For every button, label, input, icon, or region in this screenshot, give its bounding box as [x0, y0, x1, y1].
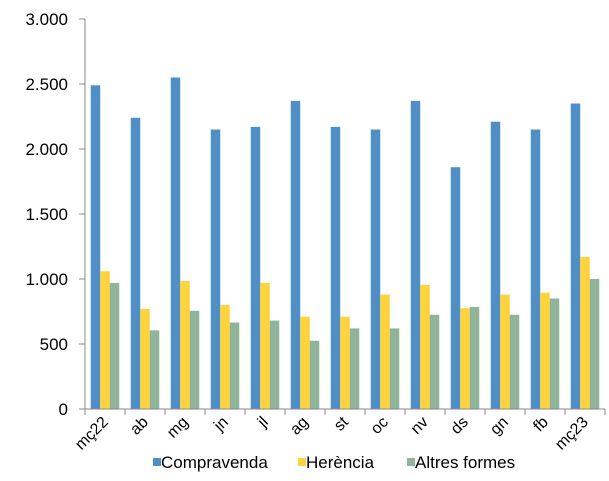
x-tick-label: jl: [254, 414, 272, 432]
bar-compravenda-11: [530, 129, 541, 409]
bar-compravenda-12: [570, 103, 581, 409]
x-tick-label: oc: [368, 414, 392, 438]
x-tick-label: ag: [287, 414, 312, 439]
x-tick-label: st: [331, 413, 352, 434]
bar-her-ncia-9: [460, 308, 470, 409]
bar-altres-formes-12: [589, 279, 600, 409]
x-tick-label: jn: [210, 414, 232, 436]
axes: [84, 19, 606, 415]
bar-altres-formes-8: [429, 314, 440, 409]
bar-altres-formes-10: [509, 314, 520, 409]
bar-compravenda-1: [130, 117, 141, 410]
bar-compravenda-6: [330, 126, 341, 410]
x-tick-label: mç23: [552, 414, 592, 454]
legend-swatch-2: [407, 458, 415, 466]
bar-altres-formes-1: [149, 330, 160, 409]
x-tick-label: nv: [408, 414, 432, 438]
bar-altres-formes-3: [229, 322, 240, 409]
y-tick-label: 0: [59, 400, 68, 419]
bar-her-ncia-12: [580, 256, 590, 409]
legend-label-0: Compravenda: [161, 453, 268, 472]
bar-altres-formes-2: [189, 310, 200, 409]
y-tick-label: 500: [40, 335, 68, 354]
bar-her-ncia-2: [180, 280, 190, 409]
legend-label-1: Herència: [306, 453, 375, 472]
bar-her-ncia-11: [540, 292, 550, 409]
bar-compravenda-4: [250, 126, 261, 410]
y-axis-ticks: 0 500 1.000 1.500 2.000 2.500 3.000: [25, 10, 85, 419]
bar-her-ncia-6: [340, 316, 350, 409]
bar-her-ncia-4: [260, 282, 270, 409]
y-tick-label: 1.500: [25, 205, 68, 224]
bar-her-ncia-7: [380, 294, 390, 409]
bar-her-ncia-3: [220, 305, 230, 409]
bar-compravenda-9: [450, 167, 461, 409]
bar-her-ncia-10: [500, 294, 510, 409]
y-tick-label: 2.000: [25, 140, 68, 159]
bar-compravenda-7: [370, 129, 381, 409]
bar-compravenda-5: [290, 100, 301, 410]
bar-altres-formes-9: [469, 306, 480, 409]
bar-altres-formes-5: [309, 340, 320, 409]
legend-label-2: Altres formes: [415, 453, 515, 472]
bar-altres-formes-11: [549, 298, 560, 409]
y-tick-label: 2.500: [25, 75, 68, 94]
x-tick-label: fb: [530, 414, 552, 436]
y-tick-label: 3.000: [25, 10, 68, 29]
x-tick-label: ds: [448, 414, 472, 438]
bar-compravenda-2: [170, 77, 181, 409]
legend-swatch-1: [298, 458, 306, 466]
bar-altres-formes-7: [389, 328, 400, 409]
bar-her-ncia-1: [140, 308, 150, 409]
bar-compravenda-10: [490, 121, 501, 409]
bar-altres-formes-4: [269, 320, 280, 409]
x-tick-label: mç22: [72, 414, 112, 454]
bars: [90, 77, 600, 410]
legend: Compravenda Herència Altres formes: [153, 453, 515, 472]
bar-altres-formes-0: [109, 282, 120, 409]
x-tick-label: mg: [164, 414, 192, 442]
bar-compravenda-0: [90, 85, 101, 410]
bar-her-ncia-5: [300, 316, 310, 409]
legend-swatch-0: [153, 458, 161, 466]
x-tick-label: ab: [127, 414, 152, 439]
bar-altres-formes-6: [349, 328, 360, 409]
x-axis-labels: mç22 ab mg jn jl ag st oc nv ds gn fb mç23: [72, 413, 592, 453]
x-tick-label: gn: [487, 414, 512, 439]
bar-compravenda-8: [410, 100, 421, 410]
bar-compravenda-3: [210, 129, 221, 409]
bar-her-ncia-0: [100, 271, 110, 409]
bar-her-ncia-8: [420, 284, 430, 409]
y-tick-label: 1.000: [25, 270, 68, 289]
